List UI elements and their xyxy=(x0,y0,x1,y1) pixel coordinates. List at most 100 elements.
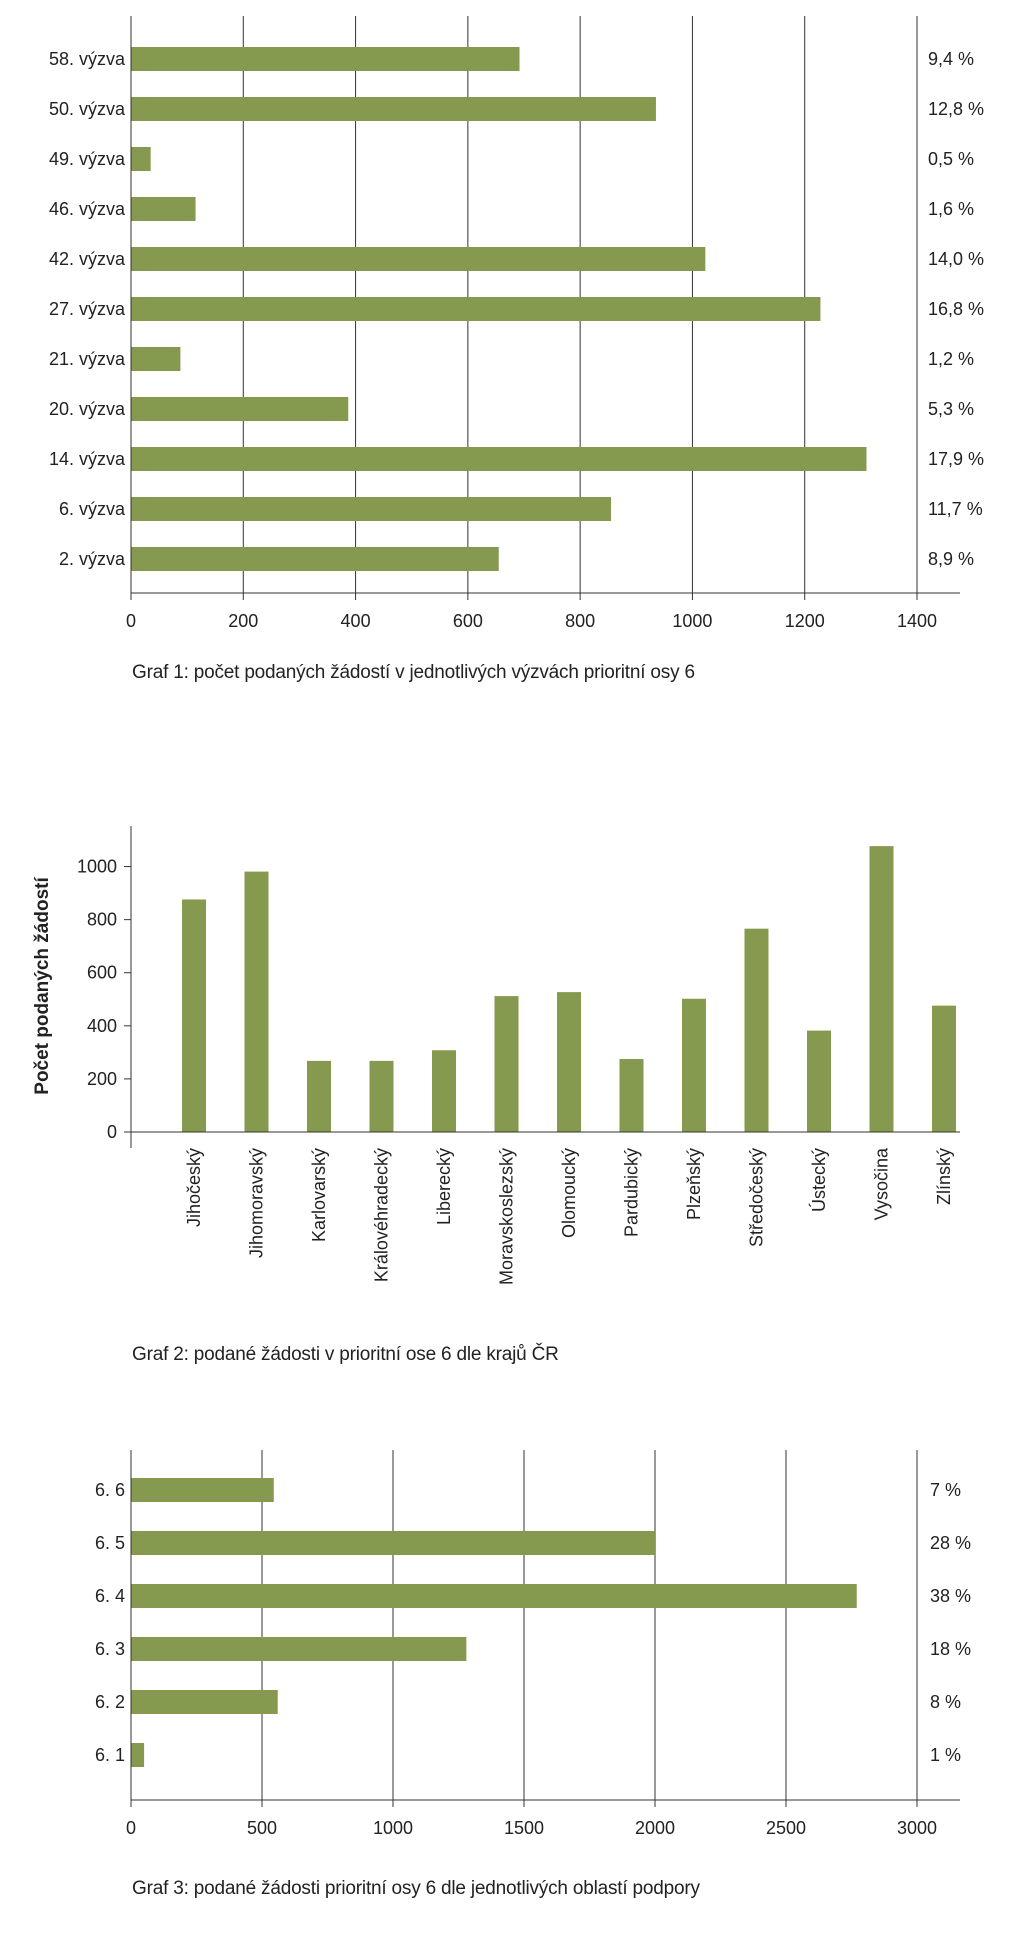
chart-3-caption: Graf 3: podané žádosti prioritní osy 6 d… xyxy=(132,1878,700,1899)
category-label: 14. výzva xyxy=(49,449,126,469)
value-label: 1,2 % xyxy=(928,349,974,369)
category-label: 6. 6 xyxy=(95,1480,125,1500)
chart-2-regions: 0 200 400 600 800 1000 Jihočeský Jihomoravský Ka… xyxy=(32,826,960,1285)
bar xyxy=(131,297,821,321)
category-label: 46. výzva xyxy=(49,199,126,219)
bar xyxy=(557,992,581,1132)
chart-3-areas: 0 500 1000 1500 2000 2500 3000 6. 6 7 % 6. 5 28 % 6… xyxy=(95,1450,971,1838)
value-label: 14,0 % xyxy=(928,249,984,269)
y-axis-title: Počet podaných žádostí xyxy=(32,877,53,1095)
category-label: 6. 2 xyxy=(95,1692,125,1712)
bar xyxy=(131,497,612,521)
x-tick-label: 1200 xyxy=(785,611,825,631)
value-label: 11,7 % xyxy=(928,499,983,519)
value-label: 1 % xyxy=(930,1745,961,1765)
bar xyxy=(131,397,349,421)
value-label: 28 % xyxy=(930,1533,971,1553)
y-tick-label: 1000 xyxy=(77,857,117,877)
category-label: Ústecký xyxy=(808,1148,829,1212)
category-label: Moravskoslezský xyxy=(497,1148,517,1285)
x-tick-label: 0 xyxy=(126,611,136,631)
x-tick-label: 800 xyxy=(565,611,595,631)
bar xyxy=(131,47,520,71)
bar xyxy=(131,1531,655,1555)
category-label: 2. výzva xyxy=(59,549,126,569)
category-label: Vysočina xyxy=(872,1147,892,1220)
category-label: Jihomoravský xyxy=(247,1148,267,1258)
bar xyxy=(369,1060,394,1132)
x-tick-label: 3000 xyxy=(897,1818,937,1838)
value-label: 7 % xyxy=(930,1480,961,1500)
value-label: 17,9 % xyxy=(928,449,984,469)
bar xyxy=(131,247,706,271)
value-label: 18 % xyxy=(930,1639,971,1659)
x-tick-label: 0 xyxy=(126,1818,136,1838)
chart-1-calls: 0 200 400 600 800 1000 1200 1400 58. výzva 9,4 % 5… xyxy=(49,16,984,631)
category-label: 58. výzva xyxy=(49,49,126,69)
bar xyxy=(131,547,499,571)
category-label: 50. výzva xyxy=(49,99,126,119)
value-label: 38 % xyxy=(930,1586,971,1606)
bar xyxy=(131,1690,278,1714)
chart-2-caption: Graf 2: podané žádosti v prioritní ose 6… xyxy=(132,1344,559,1365)
bar xyxy=(682,998,706,1132)
value-label: 8 % xyxy=(930,1692,961,1712)
value-label: 9,4 % xyxy=(928,49,974,69)
x-tick-label: 1000 xyxy=(672,611,712,631)
bar xyxy=(131,147,151,171)
category-label: Jihočeský xyxy=(184,1148,204,1227)
x-tick-label: 400 xyxy=(341,611,371,631)
y-tick-label: 200 xyxy=(87,1069,117,1089)
bar xyxy=(131,97,656,121)
bar xyxy=(307,1060,331,1132)
value-label: 1,6 % xyxy=(928,199,974,219)
category-label: 6. 1 xyxy=(95,1745,125,1765)
value-label: 5,3 % xyxy=(928,399,974,419)
value-label: 12,8 % xyxy=(928,99,984,119)
category-label: 21. výzva xyxy=(49,349,126,369)
category-label: 27. výzva xyxy=(49,299,126,319)
value-label: 0,5 % xyxy=(928,149,974,169)
bar xyxy=(932,1005,956,1132)
bar xyxy=(131,1743,145,1767)
x-tick-label: 1000 xyxy=(373,1818,413,1838)
bar xyxy=(494,996,519,1132)
y-tick-label: 400 xyxy=(87,1016,117,1036)
x-tick-label: 1400 xyxy=(897,611,937,631)
bar xyxy=(869,846,894,1132)
x-tick-label: 500 xyxy=(247,1818,277,1838)
category-label: Středočeský xyxy=(747,1148,767,1247)
category-label: Královéhradecký xyxy=(372,1148,392,1282)
x-tick-label: 2500 xyxy=(766,1818,806,1838)
bar xyxy=(131,1637,467,1661)
category-label: Zlínský xyxy=(934,1148,954,1205)
bar xyxy=(131,1478,274,1502)
category-label: 6. 3 xyxy=(95,1639,125,1659)
category-label: 6. 4 xyxy=(95,1586,125,1606)
bar xyxy=(131,1584,857,1608)
bar xyxy=(244,871,269,1132)
bar xyxy=(619,1059,644,1132)
bar xyxy=(131,447,867,471)
y-tick-label: 800 xyxy=(87,910,117,930)
category-label: 6. 5 xyxy=(95,1533,125,1553)
value-label: 16,8 % xyxy=(928,299,984,319)
y-tick-label: 600 xyxy=(87,963,117,983)
category-label: Pardubický xyxy=(622,1148,642,1237)
y-tick-label: 0 xyxy=(107,1122,117,1142)
bar xyxy=(432,1050,456,1132)
x-tick-label: 200 xyxy=(228,611,258,631)
chart-1-caption: Graf 1: počet podaných žádostí v jednotl… xyxy=(132,662,695,683)
category-label: Liberecký xyxy=(434,1148,454,1225)
category-label: Karlovarský xyxy=(309,1148,329,1242)
category-label: 6. výzva xyxy=(59,499,126,519)
category-label: 20. výzva xyxy=(49,399,126,419)
bar xyxy=(131,347,181,371)
bar xyxy=(744,928,769,1132)
category-label: Plzeňský xyxy=(684,1148,704,1220)
category-label: 49. výzva xyxy=(49,149,126,169)
bar xyxy=(182,899,206,1132)
value-label: 8,9 % xyxy=(928,549,974,569)
category-label: Olomoucký xyxy=(559,1148,579,1238)
bar xyxy=(131,197,196,221)
